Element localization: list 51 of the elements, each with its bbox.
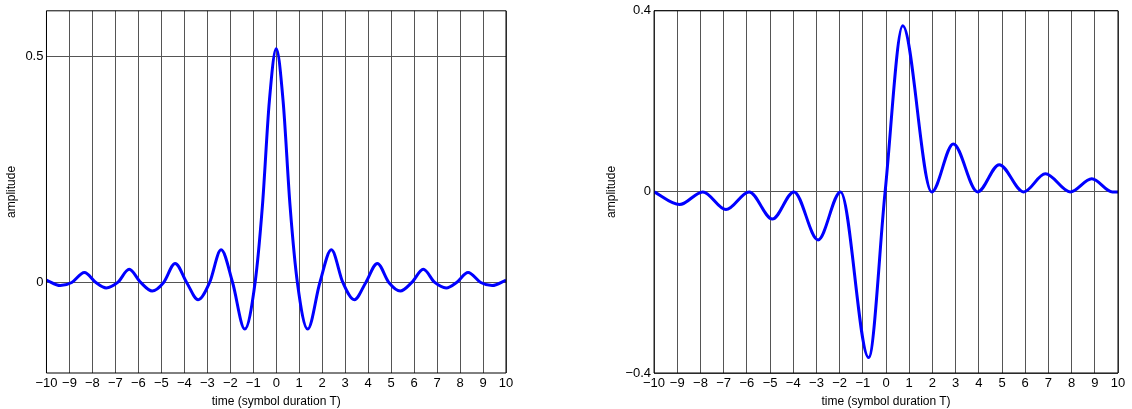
- y-axis-title: amplitude: [603, 165, 618, 218]
- x-tick-label: 1: [905, 375, 913, 391]
- line-series: [46, 47, 506, 331]
- x-tick-label: 8: [1067, 375, 1076, 391]
- x-tick-label: 5: [387, 375, 395, 391]
- x-tick-label: 3: [341, 375, 349, 391]
- x-axis-title: time (symbol duration T): [821, 394, 951, 409]
- x-tick-label: 0: [272, 375, 280, 391]
- y-tick-label: 0.4: [632, 2, 652, 18]
- x-tick-label: −3: [199, 375, 215, 391]
- x-tick-label: −7: [716, 375, 732, 391]
- x-tick-label: 7: [433, 375, 441, 391]
- line-series: [654, 24, 1118, 360]
- x-tick-label: −4: [785, 375, 801, 391]
- x-tick-label: −8: [693, 375, 708, 391]
- x-tick-label: 1: [295, 375, 303, 391]
- x-tick-label: −7: [107, 375, 123, 391]
- x-tick-label: 10: [498, 375, 514, 391]
- x-tick-label: 3: [952, 375, 960, 391]
- x-tick-label: −3: [809, 375, 824, 391]
- y-tick-label: −0.4: [625, 364, 652, 380]
- y-axis-title: amplitude: [3, 165, 18, 218]
- x-tick-label: 9: [1091, 375, 1099, 391]
- x-tick-label: −9: [62, 375, 77, 391]
- x-tick-label: 8: [456, 375, 464, 391]
- x-tick-label: 2: [928, 375, 937, 391]
- x-tick-label: 9: [479, 375, 487, 391]
- x-tick-label: 4: [975, 375, 983, 391]
- x-tick-label: 6: [410, 375, 418, 391]
- x-tick-label: −2: [832, 375, 848, 391]
- x-tick-label: −6: [739, 375, 755, 391]
- x-tick-label: 6: [1021, 375, 1029, 391]
- x-tick-label: −1: [245, 375, 261, 391]
- x-tick-label: −5: [153, 375, 169, 391]
- x-tick-label: −5: [762, 375, 778, 391]
- x-tick-label: −1: [855, 375, 871, 391]
- x-tick-label: 5: [998, 375, 1006, 391]
- x-tick-label: 4: [364, 375, 372, 391]
- x-tick-label: 10: [1110, 375, 1126, 391]
- x-tick-label: −4: [176, 375, 192, 391]
- x-tick-label: 2: [318, 375, 326, 391]
- x-tick-label: −8: [85, 375, 100, 391]
- x-tick-label: 7: [1044, 375, 1053, 391]
- y-tick-label: 0.5: [25, 47, 44, 63]
- x-tick-label: −2: [222, 375, 238, 391]
- x-tick-label: −10: [35, 375, 58, 391]
- x-tick-label: 0: [882, 375, 890, 391]
- x-tick-label: −9: [669, 375, 685, 391]
- y-tick-label: 0: [643, 183, 652, 199]
- x-axis-title: time (symbol duration T): [211, 394, 341, 409]
- x-tick-label: −6: [130, 375, 146, 391]
